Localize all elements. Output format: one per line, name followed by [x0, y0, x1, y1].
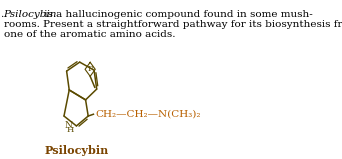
Text: Psilocybin: Psilocybin	[4, 10, 57, 19]
Text: .: .	[1, 10, 8, 19]
Text: N: N	[65, 121, 73, 130]
Text: one of the aromatic amino acids.: one of the aromatic amino acids.	[4, 30, 175, 39]
Text: CH₂—CH₂—N(CH₃)₂: CH₂—CH₂—N(CH₃)₂	[95, 110, 200, 119]
Text: H: H	[67, 126, 74, 134]
Text: P: P	[87, 65, 93, 73]
Text: Psilocybin: Psilocybin	[45, 145, 109, 156]
Text: is a hallucinogenic compound found in some mush-: is a hallucinogenic compound found in so…	[41, 10, 313, 19]
Text: rooms. Present a straightforward pathway for its biosynthesis from: rooms. Present a straightforward pathway…	[4, 20, 342, 29]
